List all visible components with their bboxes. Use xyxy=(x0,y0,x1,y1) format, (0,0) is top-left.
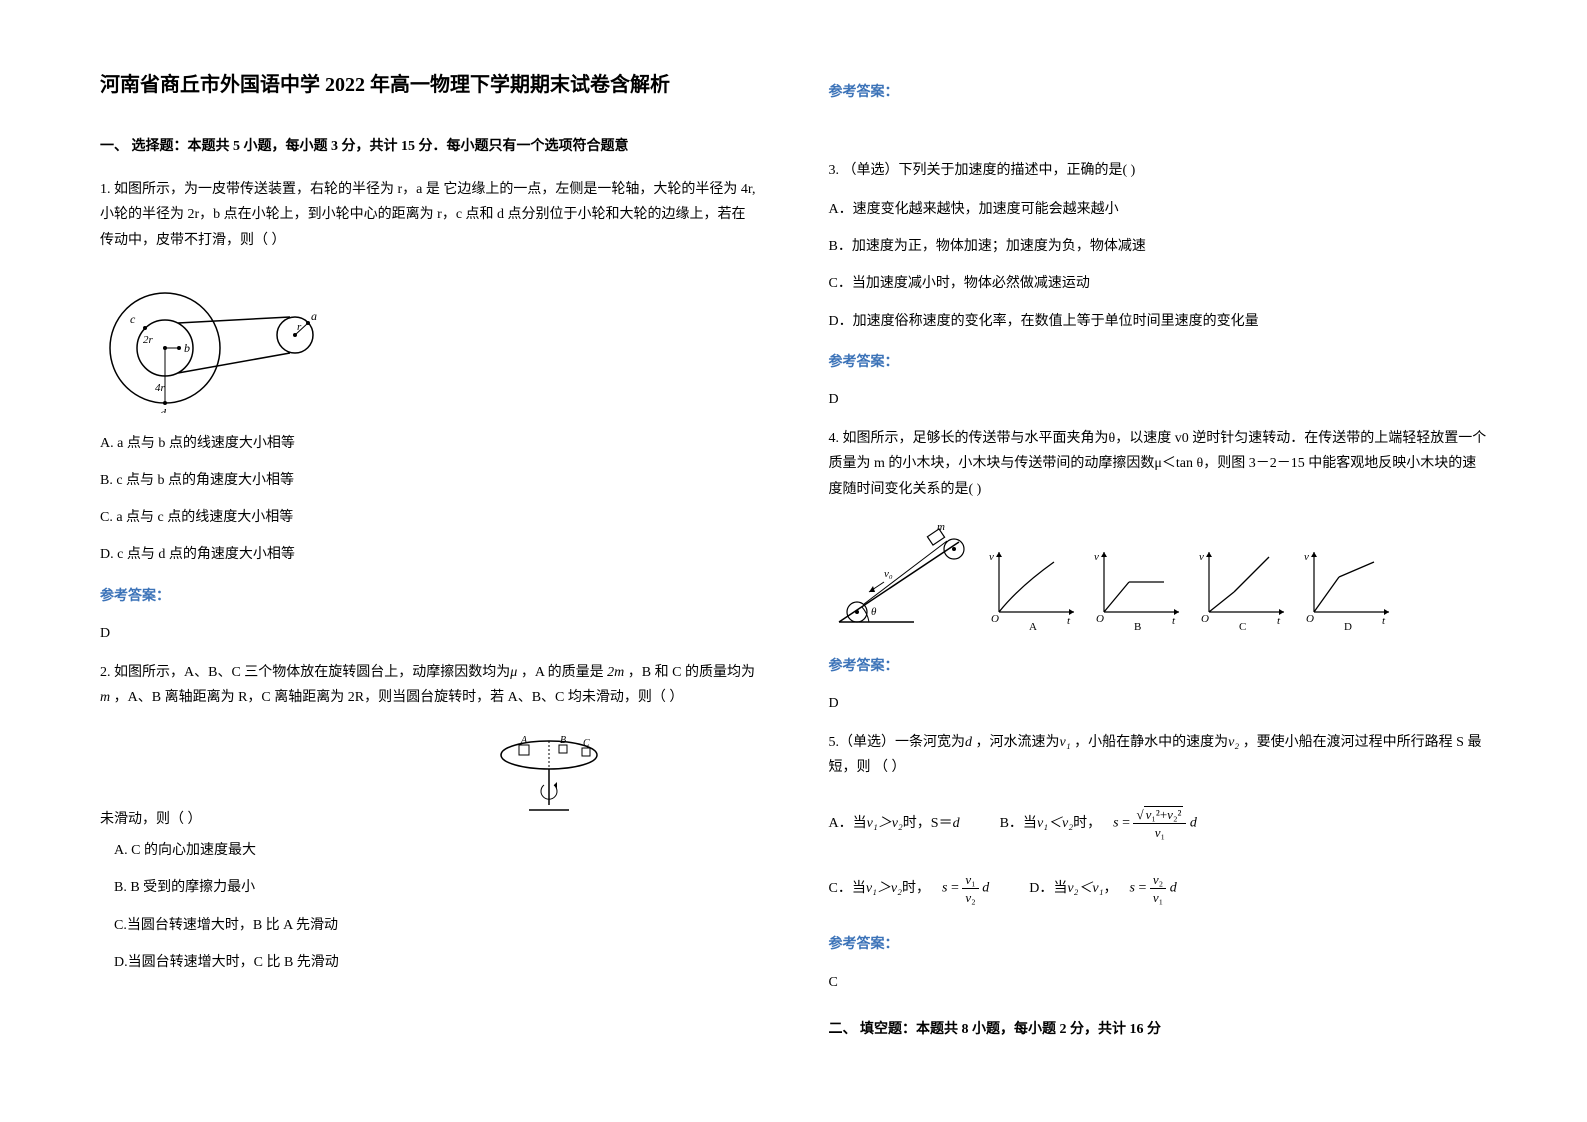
q5a-val: d xyxy=(953,816,960,831)
label-b: b xyxy=(184,341,190,355)
q5-answer: C xyxy=(829,970,1488,995)
q4-answer: D xyxy=(829,691,1488,716)
q5d-cond: v₂＜v₁ xyxy=(1067,876,1103,901)
q2-mu: μ xyxy=(510,665,517,680)
q2-answer-label: 参考答案： xyxy=(829,80,1488,105)
svg-text:t: t xyxy=(1172,615,1176,627)
label-2r: 2r xyxy=(143,334,154,346)
q2-optB: B. B 受到的摩擦力最小 xyxy=(114,875,759,900)
q3-optD: D．加速度俗称速度的变化率，在数值上等于单位时间里速度的变化量 xyxy=(829,309,1488,334)
q1-optC: C. a 点与 c 点的线速度大小相等 xyxy=(100,505,759,530)
label-r: r xyxy=(297,321,302,333)
q3-answer-label: 参考答案： xyxy=(829,350,1488,375)
q1-optB: B. c 点与 b 点的角速度大小相等 xyxy=(100,468,759,493)
q3-optC: C．当加速度减小时，物体必然做减速运动 xyxy=(829,271,1488,296)
q5b-cond: v₁＜v₂ xyxy=(1037,811,1073,836)
q2-text: 2. 如图所示，A、B、C 三个物体放在旋转圆台上，动摩擦因数均为μ ，A 的质… xyxy=(100,660,759,710)
svg-text:v₀: v₀ xyxy=(884,568,893,580)
svg-text:D: D xyxy=(1344,621,1352,632)
q2-optC: C.当圆台转速增大时，B 比 A 先滑动 xyxy=(114,913,759,938)
section2-header: 二、 填空题：本题共 8 小题，每小题 2 分，共计 16 分 xyxy=(829,1017,1488,1042)
q2-figure: A B C xyxy=(489,730,609,820)
svg-text:O: O xyxy=(991,613,999,625)
svg-text:B: B xyxy=(1134,621,1141,632)
q3-optB: B．加速度为正，物体加速；加速度为负，物体减速 xyxy=(829,234,1488,259)
svg-text:t: t xyxy=(1067,615,1071,627)
q5d-mid: ， xyxy=(1104,876,1118,901)
q5-v2: v₂ xyxy=(1228,735,1239,750)
q1-figure: b c 2r d 4r a r xyxy=(100,273,759,413)
q5-text-a: 5.（单选）一条河宽为 xyxy=(829,735,966,750)
q5-optA: A．当v₁＞v₂时，S＝d xyxy=(829,811,960,836)
q2-text-b: ，A 的质量是 xyxy=(521,665,604,680)
q2-text-a: 2. 如图所示，A、B、C 三个物体放在旋转圆台上，动摩擦因数均为 xyxy=(100,665,510,680)
svg-text:O: O xyxy=(1306,613,1314,625)
svg-text:A: A xyxy=(1029,621,1037,632)
svg-text:v: v xyxy=(989,551,994,563)
q1-answer-label: 参考答案： xyxy=(100,584,759,609)
q3-text: 3. （单选）下列关于加速度的描述中，正确的是( ) xyxy=(829,158,1488,183)
svg-text:C: C xyxy=(1239,621,1246,632)
section1-header: 一、 选择题：本题共 5 小题，每小题 3 分，共计 15 分．每小题只有一个选… xyxy=(100,134,759,159)
svg-text:v: v xyxy=(1199,551,1204,563)
svg-text:B: B xyxy=(560,735,566,746)
q1-text: 1. 如图所示，为一皮带传送装置，右轮的半径为 r，a 是 它边缘上的一点，左侧… xyxy=(100,177,759,253)
q1-answer: D xyxy=(100,621,759,646)
q5-optC: C．当v₁＞v₂时， s = v₁ v₂ d xyxy=(829,873,990,904)
svg-text:v: v xyxy=(1304,551,1309,563)
q2-noslip: 未滑动，则（ ） xyxy=(100,807,202,832)
q1-optA: A. a 点与 b 点的线速度大小相等 xyxy=(100,431,759,456)
svg-text:m: m xyxy=(937,522,945,533)
q4-text: 4. 如图所示，足够长的传送带与水平面夹角为θ，以速度 v0 逆时针匀速转动．在… xyxy=(829,426,1488,502)
q5b-pre: B．当 xyxy=(1000,811,1037,836)
q5-optD: D．当v₂＜v₁， s = v₂ v₁ d xyxy=(1029,873,1176,904)
left-column: 河南省商丘市外国语中学 2022 年高一物理下学期期末试卷含解析 一、 选择题：… xyxy=(100,70,759,1052)
q1-optD: D. c 点与 d 点的角速度大小相等 xyxy=(100,542,759,567)
q3-answer: D xyxy=(829,387,1488,412)
q5a-mid: 时，S＝ xyxy=(903,816,953,831)
q2-optD: D.当圆台转速增大时，C 比 B 先滑动 xyxy=(114,950,759,975)
q5-line-ab: A．当v₁＞v₂时，S＝d B．当v₁＜v₂时， s = √v₁²+v₂² v₁… xyxy=(829,808,1488,839)
q5-text: 5.（单选）一条河宽为d ，河水流速为v₁ ，小船在静水中的速度为v₂ ，要使小… xyxy=(829,730,1488,780)
q5-line-cd: C．当v₁＞v₂时， s = v₁ v₂ d D．当v₂＜v₁， s = v₂ … xyxy=(829,873,1488,904)
q2-text-c: ，B 和 C 的质量均为 xyxy=(628,665,755,680)
q5a-pre: A．当 xyxy=(829,816,867,831)
q3-optA: A．速度变化越来越快，加速度可能会越来越小 xyxy=(829,197,1488,222)
spacer xyxy=(829,111,1488,150)
svg-text:C: C xyxy=(583,738,590,749)
q5c-pre: C．当 xyxy=(829,876,866,901)
q5-answer-label: 参考答案： xyxy=(829,932,1488,957)
label-a: a xyxy=(311,309,317,323)
q5c-mid: 时， xyxy=(902,876,930,901)
svg-text:O: O xyxy=(1096,613,1104,625)
right-column: 参考答案： 3. （单选）下列关于加速度的描述中，正确的是( ) A．速度变化越… xyxy=(829,70,1488,1052)
q5c-cond: v₁＞v₂ xyxy=(866,876,902,901)
q2-optA: A. C 的向心加速度最大 xyxy=(114,838,759,863)
svg-text:O: O xyxy=(1201,613,1209,625)
q4-answer-label: 参考答案： xyxy=(829,654,1488,679)
svg-text:A: A xyxy=(520,735,528,746)
exam-title: 河南省商丘市外国语中学 2022 年高一物理下学期期末试卷含解析 xyxy=(100,70,759,100)
q2-m: m xyxy=(100,690,110,705)
svg-text:θ: θ xyxy=(871,606,877,618)
label-4r: 4r xyxy=(155,382,166,394)
q4-figure: m v₀ θ v t O A xyxy=(829,522,1488,632)
svg-text:v: v xyxy=(1094,551,1099,563)
q2-text-d: ，A、B 离轴距离为 R，C 离轴距离为 2R，则当圆台旋转时，若 A、B、C … xyxy=(114,690,684,705)
q5d-pre: D．当 xyxy=(1029,876,1067,901)
q5-d: d xyxy=(965,735,972,750)
svg-text:t: t xyxy=(1382,615,1386,627)
q5-text-c: ，小船在静水中的速度为 xyxy=(1074,735,1228,750)
q5-v1: v₁ xyxy=(1060,735,1071,750)
svg-text:t: t xyxy=(1277,615,1281,627)
q5-text-b: ，河水流速为 xyxy=(976,735,1060,750)
q2-2m: 2m xyxy=(607,665,624,680)
q5a-cond: v₁＞v₂ xyxy=(867,816,903,831)
label-c: c xyxy=(130,312,136,326)
q5-optB: B．当v₁＜v₂时， s = √v₁²+v₂² v₁ d xyxy=(1000,808,1197,839)
q5b-mid: 时， xyxy=(1073,811,1101,836)
label-d: d xyxy=(160,406,167,413)
